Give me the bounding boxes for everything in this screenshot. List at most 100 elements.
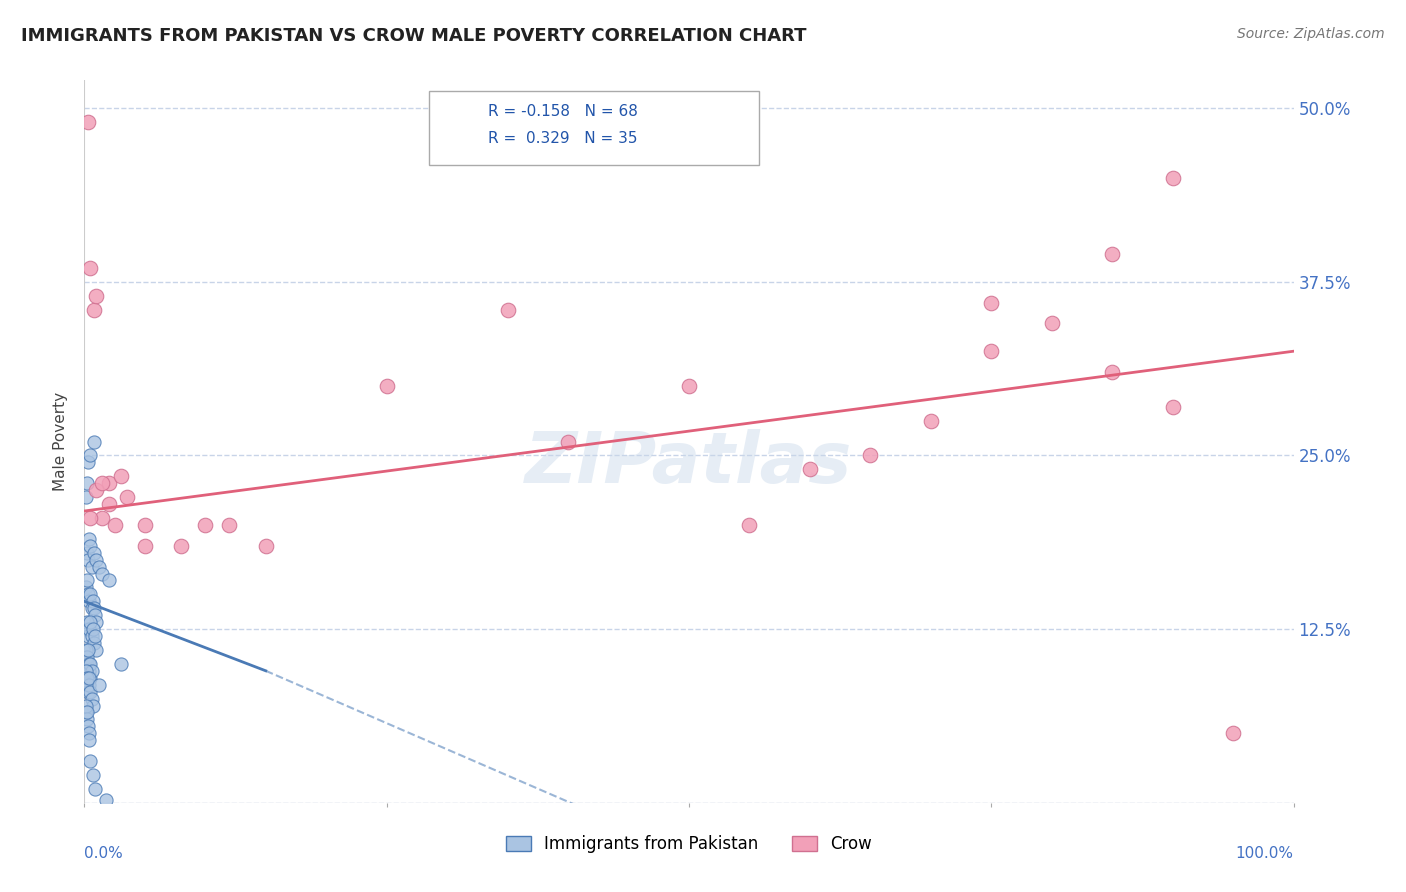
Point	[76, 546, 98, 560]
Point	[79, 260, 101, 275]
Point	[80, 601, 103, 615]
Point	[82, 768, 104, 782]
Point	[77, 455, 100, 469]
Point	[91, 476, 114, 491]
Point	[77, 587, 100, 601]
Point	[134, 517, 156, 532]
Point	[980, 344, 1002, 359]
Point	[218, 517, 240, 532]
Point	[76, 476, 98, 491]
Point	[83, 546, 105, 560]
Point	[77, 664, 100, 678]
Point	[79, 657, 101, 671]
Point	[83, 636, 105, 650]
Point	[75, 643, 97, 657]
Text: ZIPatlas: ZIPatlas	[526, 429, 852, 498]
Point	[79, 539, 101, 553]
Point	[79, 511, 101, 525]
Point	[678, 379, 700, 393]
Point	[76, 671, 98, 685]
Point	[1161, 400, 1184, 414]
Point	[77, 719, 100, 733]
Point	[87, 678, 110, 692]
Point	[79, 754, 101, 768]
Point	[97, 497, 120, 511]
Point	[76, 678, 98, 692]
Point	[76, 706, 98, 720]
Point	[254, 539, 277, 553]
Point	[110, 657, 132, 671]
Point	[980, 295, 1002, 310]
Point	[84, 781, 107, 796]
Point	[77, 552, 100, 566]
Point	[104, 517, 127, 532]
Point	[77, 678, 100, 692]
Point	[75, 649, 97, 664]
Point	[1101, 365, 1123, 379]
Point	[97, 574, 120, 588]
Point	[799, 462, 821, 476]
Point	[1101, 247, 1123, 261]
Legend: Immigrants from Pakistan, Crow: Immigrants from Pakistan, Crow	[499, 828, 879, 860]
Point	[76, 649, 98, 664]
Point	[86, 552, 108, 566]
Point	[83, 601, 105, 615]
Text: IMMIGRANTS FROM PAKISTAN VS CROW MALE POVERTY CORRELATION CHART: IMMIGRANTS FROM PAKISTAN VS CROW MALE PO…	[21, 27, 807, 45]
Point	[75, 664, 97, 678]
Point	[86, 643, 108, 657]
Point	[80, 559, 103, 574]
Point	[79, 615, 101, 630]
Point	[83, 434, 105, 449]
Point	[83, 302, 105, 317]
Point	[76, 657, 98, 671]
Point	[76, 713, 98, 727]
Point	[77, 726, 100, 740]
Text: Source: ZipAtlas.com: Source: ZipAtlas.com	[1237, 27, 1385, 41]
Point	[194, 517, 217, 532]
Point	[79, 587, 101, 601]
Point	[79, 684, 101, 698]
Point	[77, 643, 100, 657]
Text: 100.0%: 100.0%	[1236, 847, 1294, 861]
Point	[76, 574, 98, 588]
Point	[134, 539, 156, 553]
Point	[80, 691, 103, 706]
Point	[86, 615, 108, 630]
Point	[80, 664, 103, 678]
Point	[75, 581, 97, 595]
Point	[77, 115, 100, 129]
Point	[87, 559, 110, 574]
Text: 0.0%: 0.0%	[84, 847, 124, 861]
Point	[84, 629, 107, 643]
Point	[91, 566, 114, 581]
Point	[86, 288, 108, 302]
Point	[86, 483, 108, 498]
Point	[82, 698, 104, 713]
Point	[84, 608, 107, 623]
Point	[859, 449, 882, 463]
Point	[75, 671, 97, 685]
Text: R =  0.329   N = 35: R = 0.329 N = 35	[488, 131, 637, 146]
Point	[97, 476, 120, 491]
Point	[94, 793, 117, 807]
Point	[557, 434, 579, 449]
Point	[77, 622, 100, 636]
Point	[82, 622, 104, 636]
Point	[82, 594, 104, 608]
Point	[496, 302, 519, 317]
Point	[170, 539, 193, 553]
Point	[77, 532, 100, 546]
Point	[375, 379, 398, 393]
Point	[75, 622, 97, 636]
Y-axis label: Male Poverty: Male Poverty	[53, 392, 69, 491]
Point	[110, 469, 132, 483]
Point	[77, 594, 100, 608]
Point	[115, 490, 138, 504]
Point	[75, 490, 97, 504]
Point	[77, 733, 100, 747]
Point	[1222, 726, 1244, 740]
Point	[77, 684, 100, 698]
Point	[77, 629, 100, 643]
Point	[77, 657, 100, 671]
Point	[1161, 170, 1184, 185]
